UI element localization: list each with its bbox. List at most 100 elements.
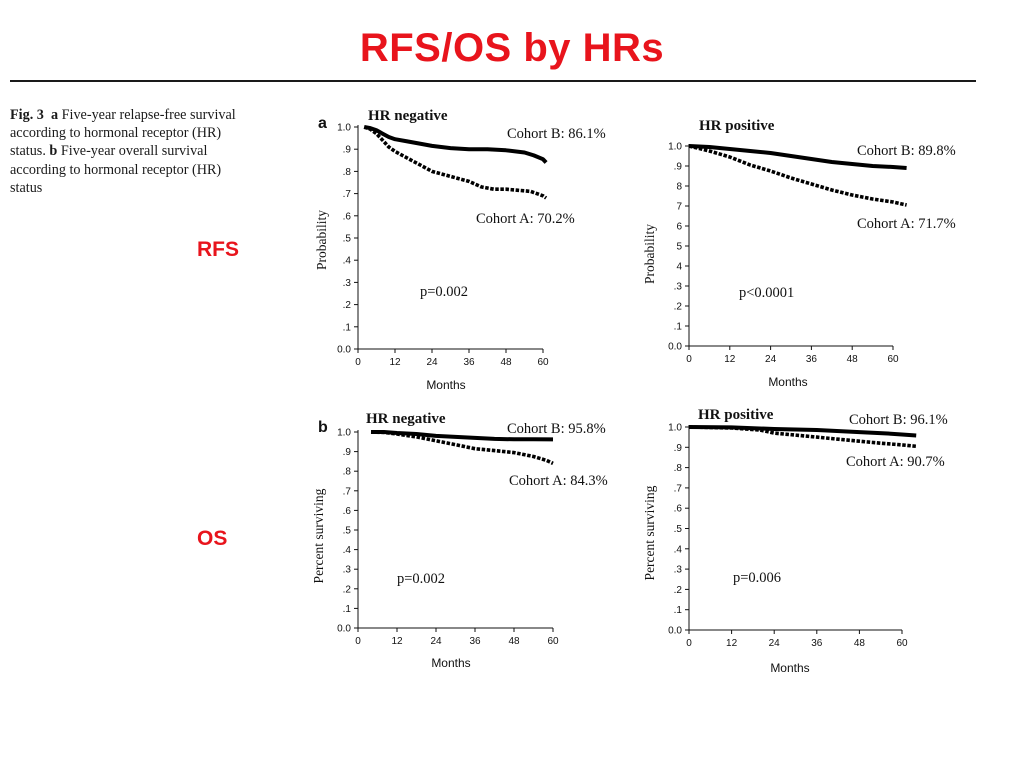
x-tick-label: 12	[391, 636, 403, 647]
y-tick-label: 5	[676, 242, 682, 253]
y-tick-label: .4	[343, 545, 352, 556]
km-panel-2: 0.0 .1 .2 .3 4 5 6 7 8 .9 1.0 0 12 24 36 48 60 Cohort B: …	[642, 118, 956, 389]
y-tick-label: .8	[343, 167, 352, 178]
y-tick-label: .8	[343, 467, 352, 478]
y-tick-label: .9	[674, 443, 683, 454]
x-tick-label: 0	[355, 636, 361, 647]
panel-title: HR positive	[698, 407, 774, 423]
p-value-label: p=0.002	[397, 571, 445, 587]
y-tick-label: 1.0	[668, 142, 682, 153]
p-value-label: p=0.002	[420, 284, 468, 300]
x-tick-label: 0	[686, 354, 692, 365]
x-axis-label: Months	[768, 375, 807, 389]
panel-title: HR positive	[699, 118, 775, 134]
p-value-label: p=0.006	[733, 570, 781, 586]
x-axis-label: Months	[431, 656, 470, 670]
y-tick-label: 0.0	[337, 624, 351, 635]
x-tick-label: 24	[765, 354, 777, 365]
y-tick-label: .3	[343, 565, 352, 576]
y-tick-label: .4	[343, 256, 352, 267]
figure-caption: Fig. 3 a Five-year relapse-free survival…	[10, 106, 242, 197]
panel-letter: b	[318, 419, 328, 436]
y-tick-label: .2	[674, 585, 683, 596]
y-tick-label: .3	[674, 565, 683, 576]
x-tick-label: 60	[887, 354, 899, 365]
legend-label-cohort-b: Cohort B: 96.1%	[849, 412, 948, 428]
km-panel-1: 0.0 .1 .2 .3 .4 .5 .6 .7 .8 .9 1.0 0 12 24 36 48 60 Cohor…	[314, 108, 606, 392]
x-tick-label: 48	[508, 636, 520, 647]
y-tick-label: .2	[343, 584, 352, 595]
y-tick-label: .3	[674, 282, 683, 293]
y-axis-label: Percent surviving	[642, 485, 657, 580]
caption-fig-label: Fig. 3	[10, 107, 44, 123]
caption-a-text: Five-year relapse-free survival accordin…	[10, 107, 236, 160]
y-tick-label: 7	[676, 202, 682, 213]
y-tick-label: .7	[674, 483, 683, 494]
row-label-rfs: RFS	[197, 238, 239, 261]
y-tick-label: .1	[343, 604, 352, 615]
y-axis-label: Probability	[314, 210, 329, 270]
y-tick-label: .1	[674, 322, 683, 333]
legend-label-cohort-a: Cohort A: 84.3%	[509, 473, 608, 489]
series-cohort-a-line	[688, 425, 917, 449]
y-tick-label: .5	[343, 526, 352, 537]
series-cohort-b-line	[688, 144, 907, 170]
y-tick-label: 0.0	[337, 345, 351, 356]
y-tick-label: .4	[674, 544, 683, 555]
x-tick-label: 12	[389, 357, 401, 368]
title-divider	[10, 80, 976, 82]
y-tick-label: .7	[343, 486, 352, 497]
y-tick-label: .8	[674, 463, 683, 474]
y-tick-label: .9	[343, 145, 352, 156]
y-tick-label: .1	[674, 605, 683, 616]
x-tick-label: 24	[426, 357, 438, 368]
y-tick-label: 0.0	[668, 626, 682, 637]
legend-label-cohort-b: Cohort B: 95.8%	[507, 421, 606, 437]
caption-a-letter: a	[50, 107, 59, 123]
y-tick-label: 4	[676, 262, 682, 273]
x-tick-label: 36	[469, 636, 481, 647]
panel-title: HR negative	[366, 411, 446, 427]
y-tick-label: .5	[674, 524, 683, 535]
row-label-os: OS	[197, 527, 228, 550]
x-tick-label: 60	[537, 357, 549, 368]
y-axis-label: Percent surviving	[311, 488, 326, 583]
legend-label-cohort-a: Cohort A: 70.2%	[476, 211, 575, 227]
y-tick-label: .6	[343, 506, 352, 517]
legend-label-cohort-a: Cohort A: 71.7%	[857, 216, 956, 232]
x-tick-label: 60	[547, 636, 559, 647]
x-tick-label: 12	[724, 354, 736, 365]
y-tick-label: .9	[674, 162, 683, 173]
x-axis-label: Months	[426, 378, 465, 392]
series-cohort-b-line	[363, 125, 548, 164]
y-tick-label: 1.0	[668, 423, 682, 434]
y-tick-label: 1.0	[337, 123, 351, 134]
x-tick-label: 0	[686, 638, 692, 649]
series-cohort-a-line	[363, 125, 548, 200]
x-tick-label: 24	[769, 638, 781, 649]
caption-b-text: Five-year overall survival according to …	[10, 143, 222, 196]
x-tick-label: 48	[854, 638, 866, 649]
series-cohort-a-line	[688, 144, 907, 207]
x-tick-label: 36	[811, 638, 823, 649]
y-tick-label: .2	[674, 302, 683, 313]
y-tick-label: .2	[343, 300, 352, 311]
y-tick-label: .1	[343, 322, 352, 333]
x-tick-label: 48	[847, 354, 859, 365]
panel-title: HR negative	[368, 108, 448, 124]
y-axis-label: Probability	[642, 224, 657, 284]
y-tick-label: 1.0	[337, 428, 351, 439]
x-tick-label: 36	[806, 354, 818, 365]
legend-label-cohort-b: Cohort B: 89.8%	[857, 143, 956, 159]
y-tick-label: .9	[343, 447, 352, 458]
x-tick-label: 36	[463, 357, 475, 368]
y-tick-label: .3	[343, 278, 352, 289]
y-tick-label: 8	[676, 182, 682, 193]
caption-b-letter: b	[49, 143, 58, 160]
x-tick-label: 24	[430, 636, 442, 647]
x-tick-label: 48	[500, 357, 512, 368]
y-tick-label: .7	[343, 189, 352, 200]
km-panel-4: 0.0 .1 .2 .3 .4 .5 .6 .7 .8 .9 1.0 0 12 24 36 48 60 Cohor…	[642, 407, 948, 675]
x-tick-label: 60	[896, 638, 908, 649]
